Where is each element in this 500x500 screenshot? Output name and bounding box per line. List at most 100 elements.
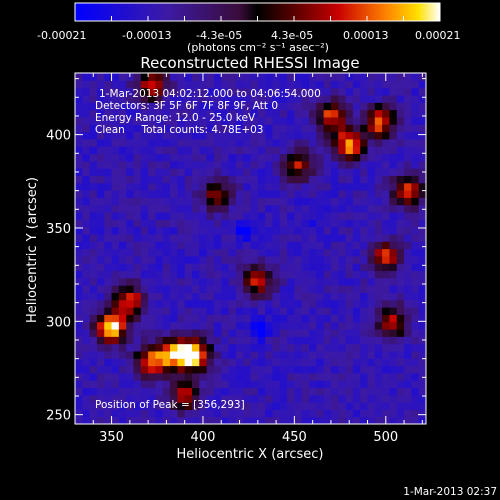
heatmap-cell xyxy=(206,350,215,359)
heatmap-cell xyxy=(221,204,230,213)
heatmap-cell xyxy=(148,263,157,272)
heatmap-cell xyxy=(309,372,317,381)
heatmap-cell xyxy=(345,87,354,96)
heatmap-cell xyxy=(279,365,288,374)
heatmap-cell xyxy=(184,182,193,191)
heatmap-cell xyxy=(257,255,266,264)
heatmap-cell xyxy=(404,226,412,235)
heatmap-cell xyxy=(162,314,171,323)
heatmap-cell xyxy=(352,314,361,323)
heatmap-cell xyxy=(199,168,208,176)
heatmap-cell xyxy=(360,292,369,301)
heatmap-cell xyxy=(323,328,332,337)
heatmap-cell xyxy=(104,292,113,301)
heatmap-cell xyxy=(221,182,230,191)
heatmap-cell xyxy=(126,190,135,198)
heatmap-cell xyxy=(213,380,222,389)
heatmap-cell xyxy=(323,168,332,176)
heatmap-cell xyxy=(338,146,347,155)
heatmap-cell xyxy=(294,314,303,323)
heatmap-cell xyxy=(162,182,171,191)
heatmap-cell xyxy=(104,328,113,337)
heatmap-cell xyxy=(89,80,98,89)
heatmap-cell xyxy=(228,402,237,410)
heatmap-cell xyxy=(265,394,274,403)
heatmap-cell xyxy=(301,285,310,293)
heatmap-cell xyxy=(301,365,310,374)
heatmap-cell xyxy=(352,416,361,424)
heatmap-cell xyxy=(111,380,120,389)
heatmap-cell xyxy=(294,336,303,345)
heatmap-cell xyxy=(104,416,113,424)
heatmap-cell xyxy=(170,73,178,81)
heatmap-cell xyxy=(316,233,325,242)
heatmap-cell xyxy=(148,336,157,345)
heatmap-cell xyxy=(126,343,135,352)
heatmap-cell xyxy=(96,387,105,396)
heatmap-cell xyxy=(272,343,281,352)
heatmap-cell xyxy=(374,94,383,103)
heatmap-cell xyxy=(272,168,281,176)
heatmap-cell xyxy=(133,160,142,169)
heatmap-cell xyxy=(104,241,113,250)
heatmap-cell xyxy=(184,277,193,286)
heatmap-cell xyxy=(111,365,120,374)
heatmap-cell xyxy=(279,197,288,206)
heatmap-cell xyxy=(257,153,266,162)
heatmap-cell xyxy=(199,409,208,418)
heatmap-cell xyxy=(265,314,274,323)
heatmap-cell xyxy=(382,372,391,381)
heatmap-cell xyxy=(177,211,186,220)
heatmap-cell xyxy=(177,219,186,228)
y-tick-label: 250 xyxy=(46,409,71,424)
heatmap-cell xyxy=(396,387,405,396)
heatmap-cell xyxy=(148,102,157,111)
heatmap-cell xyxy=(301,211,310,220)
heatmap-cell xyxy=(170,394,178,403)
heatmap-cell xyxy=(89,131,98,140)
heatmap-cell xyxy=(82,299,91,308)
heatmap-cell xyxy=(257,102,266,111)
heatmap-cell xyxy=(140,241,149,250)
heatmap-cell xyxy=(162,343,171,352)
heatmap-cell xyxy=(316,285,325,293)
heatmap-cell xyxy=(330,336,339,345)
heatmap-cell xyxy=(192,358,200,367)
heatmap-cell xyxy=(140,263,149,272)
heatmap-cell xyxy=(257,343,266,352)
heatmap-cell xyxy=(411,248,420,257)
heatmap-cell xyxy=(265,80,274,89)
heatmap-cell xyxy=(199,402,208,410)
heatmap-cell xyxy=(338,204,347,213)
heatmap-cell xyxy=(360,321,369,330)
heatmap-cell xyxy=(316,263,325,272)
heatmap-cell xyxy=(330,116,339,125)
heatmap-cell xyxy=(287,416,295,424)
heatmap-cell xyxy=(250,263,259,272)
heatmap-cell xyxy=(250,146,259,155)
heatmap-cell xyxy=(374,73,383,81)
heatmap-cell xyxy=(279,219,288,228)
heatmap-cell xyxy=(213,248,222,257)
heatmap-cell xyxy=(418,87,426,96)
heatmap-cell xyxy=(213,365,222,374)
heatmap-cell xyxy=(301,226,310,235)
heatmap-cell xyxy=(221,94,230,103)
heatmap-cell xyxy=(404,402,412,410)
heatmap-cell xyxy=(338,255,347,264)
heatmap-cell xyxy=(155,102,164,111)
heatmap-cell xyxy=(221,109,230,118)
heatmap-cell xyxy=(404,328,412,337)
heatmap-cell xyxy=(184,402,193,410)
heatmap-cell xyxy=(250,204,259,213)
heatmap-cell xyxy=(257,190,266,198)
heatmap-cell xyxy=(396,299,405,308)
heatmap-cell xyxy=(389,314,398,323)
heatmap-cell xyxy=(360,255,369,264)
heatmap-cell xyxy=(177,146,186,155)
heatmap-cell xyxy=(352,255,361,264)
heatmap-cell xyxy=(148,307,157,315)
heatmap-cell xyxy=(374,336,383,345)
heatmap-cell xyxy=(133,248,142,257)
heatmap-cell xyxy=(396,153,405,162)
